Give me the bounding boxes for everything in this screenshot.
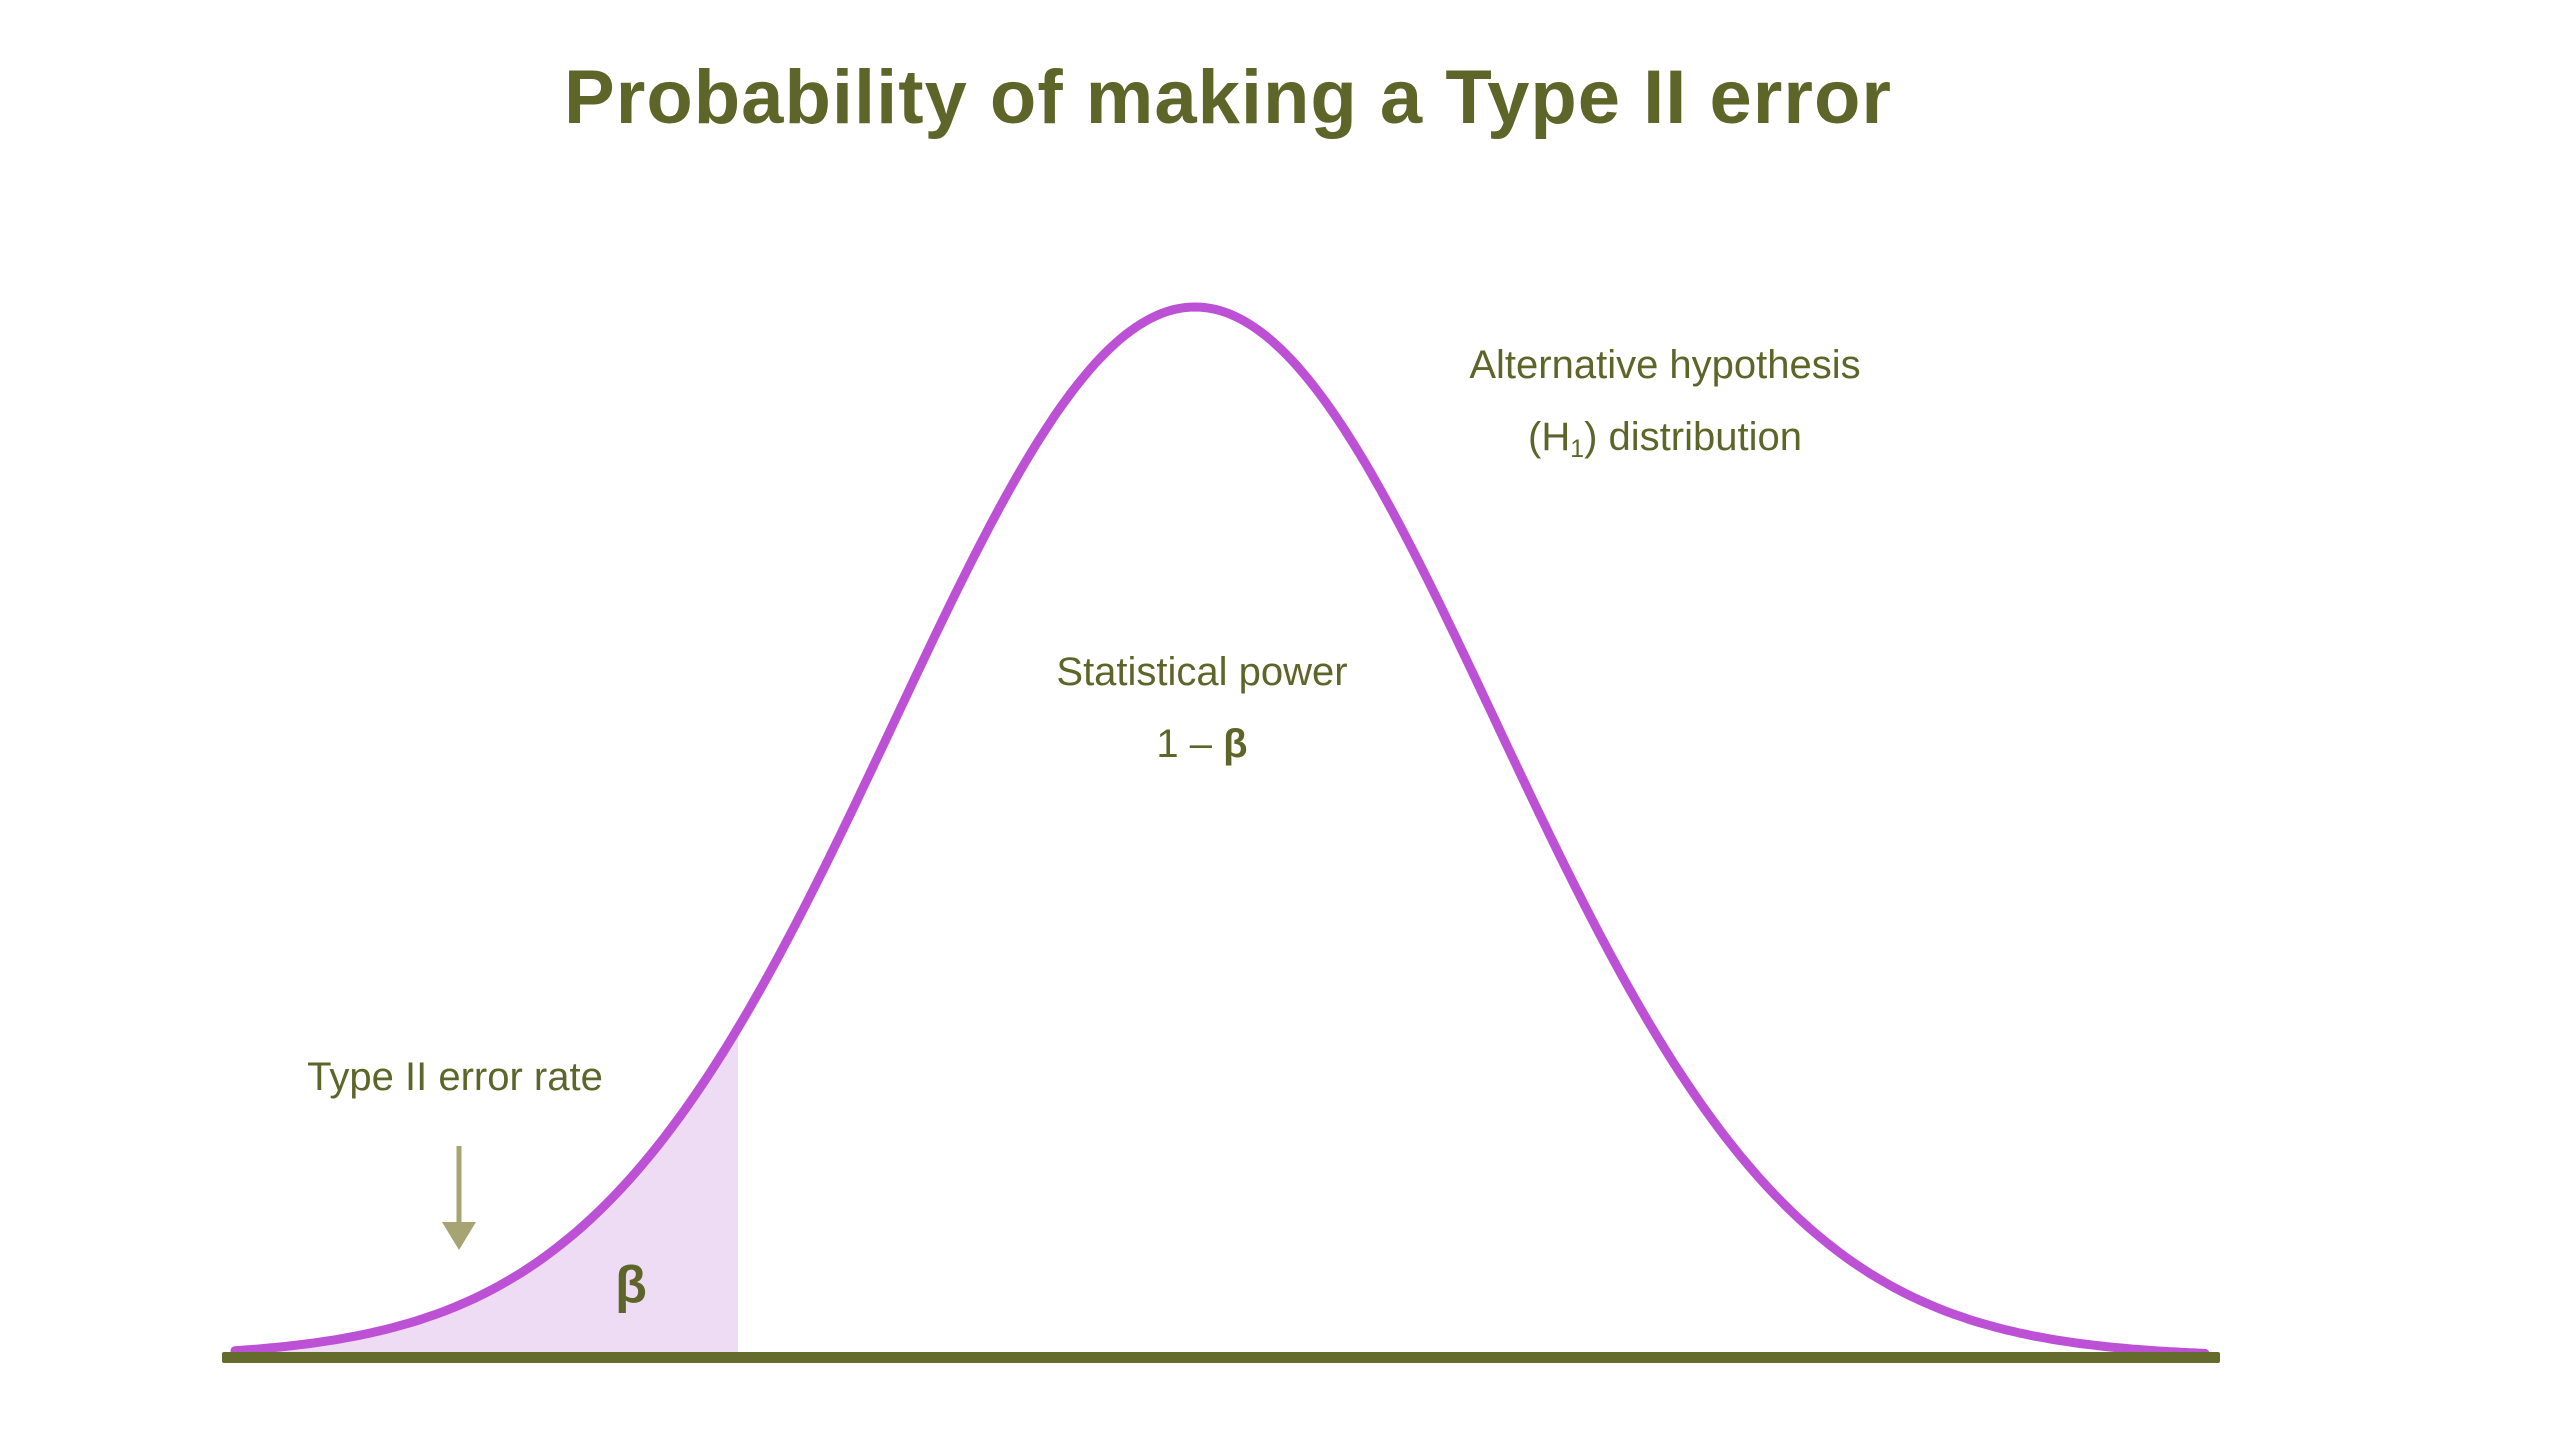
down-arrow-icon bbox=[442, 1146, 476, 1250]
x-axis-baseline bbox=[222, 1352, 2220, 1363]
statistical-power-label: Statistical power 1 – β bbox=[1056, 636, 1347, 780]
beta-shaded-region bbox=[238, 1027, 738, 1357]
alt-h-open: (H bbox=[1528, 415, 1571, 459]
page-title: Probability of making a Type II error bbox=[564, 55, 1892, 140]
alt-hypothesis-label: Alternative hypothesis (H1) distribution bbox=[1469, 329, 1860, 479]
statistical-power-line2: 1 – β bbox=[1056, 708, 1347, 780]
alt-h-rest: ) distribution bbox=[1584, 415, 1802, 459]
h1-distribution-curve bbox=[230, 302, 2210, 1358]
alt-hypothesis-line1: Alternative hypothesis bbox=[1469, 343, 1861, 387]
beta-region-symbol: β bbox=[615, 1256, 647, 1314]
alt-h-subscript: 1 bbox=[1570, 435, 1585, 463]
statistical-power-line1: Statistical power bbox=[1056, 650, 1348, 694]
power-prefix: 1 – bbox=[1156, 722, 1224, 766]
type2-error-rate-label: Type II error rate bbox=[307, 1055, 603, 1099]
down-arrow-head bbox=[442, 1222, 476, 1250]
power-beta-symbol: β bbox=[1223, 722, 1248, 766]
alt-hypothesis-line2: (H1) distribution bbox=[1469, 401, 1860, 479]
